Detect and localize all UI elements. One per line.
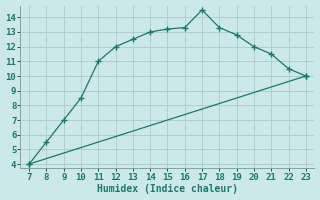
X-axis label: Humidex (Indice chaleur): Humidex (Indice chaleur) <box>97 184 238 194</box>
